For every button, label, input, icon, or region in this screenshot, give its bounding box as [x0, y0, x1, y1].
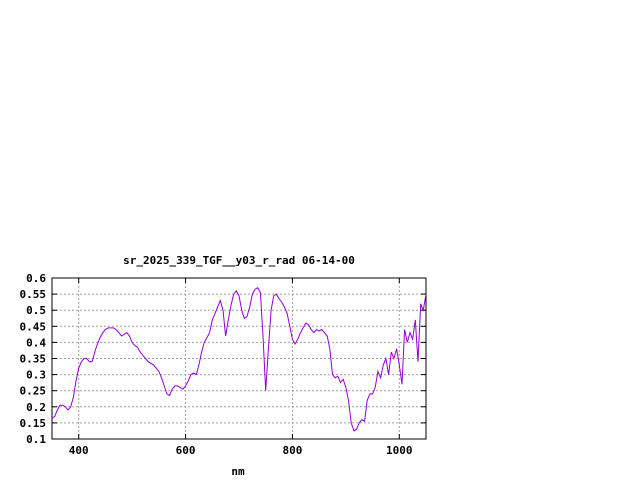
y-tick-label: 0.2 [26, 401, 46, 414]
y-tick-label: 0.55 [20, 288, 47, 301]
y-tick-label: 0.25 [20, 385, 47, 398]
x-axis-label: nm [231, 465, 245, 478]
y-tick-label: 0.4 [26, 336, 46, 349]
y-tick-label: 0.45 [20, 320, 47, 333]
y-tick-label: 0.1 [26, 433, 46, 446]
x-tick-label: 400 [69, 444, 89, 457]
chart-title: sr_2025_339_TGF__y03_r_rad 06-14-00 [123, 254, 355, 267]
series-line [51, 287, 427, 432]
y-tick-label: 0.3 [26, 369, 46, 382]
y-tick-label: 0.35 [20, 353, 47, 366]
y-tick-label: 0.6 [26, 272, 46, 285]
y-tick-label: 0.5 [26, 304, 46, 317]
y-tick-label: 0.15 [20, 417, 47, 430]
axis-ticks: 0.1 0.15 0.2 0.25 0.3 0.35 0.4 0.45 0.5 0.55 0.6 40… [20, 272, 426, 457]
x-tick-label: 1000 [386, 444, 413, 457]
grid-lines [52, 278, 426, 439]
x-tick-label: 600 [176, 444, 196, 457]
x-tick-label: 800 [282, 444, 302, 457]
